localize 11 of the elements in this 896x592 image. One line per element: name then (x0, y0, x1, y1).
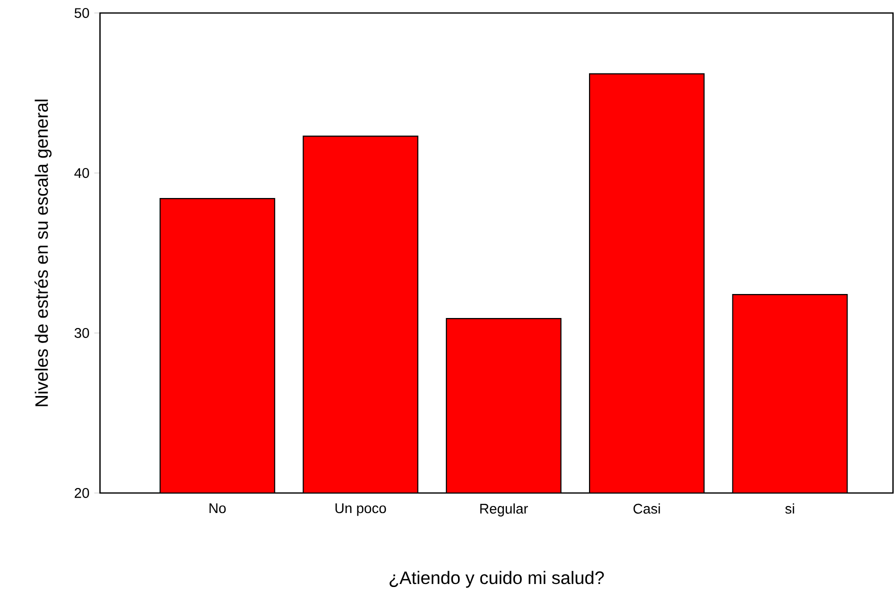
y-tick-label: 50 (74, 8, 90, 18)
y-tick-label: 40 (74, 168, 90, 178)
x-tick-label: Regular (480, 503, 528, 516)
y-tick-label: 30 (74, 328, 90, 338)
x-tick-label: No (210, 503, 226, 514)
x-tick-label: si (785, 503, 794, 514)
x-tick-label: Un poco (336, 503, 386, 516)
y-axis-title: Niveles de estrés en su escala general (34, 100, 52, 406)
x-axis-title: ¿Atiendo y cuido mi salud? (390, 570, 604, 588)
x-tick-label: Casi (634, 503, 660, 514)
y-tick-label: 20 (74, 488, 90, 498)
